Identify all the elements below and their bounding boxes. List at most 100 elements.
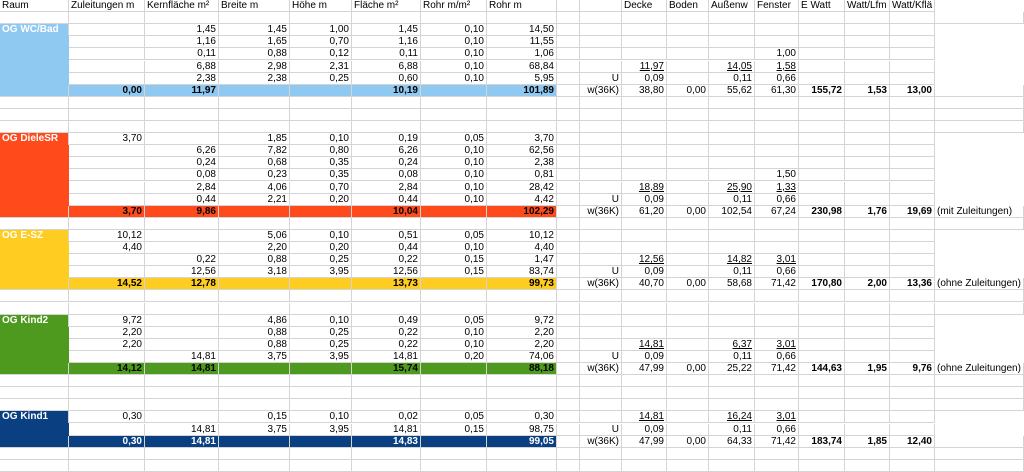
data-cell[interactable]	[667, 423, 709, 436]
empty-cell[interactable]	[557, 108, 580, 121]
empty-cell[interactable]	[890, 217, 935, 230]
data-cell[interactable]	[667, 157, 709, 170]
data-cell[interactable]	[845, 326, 890, 339]
empty-cell[interactable]	[219, 217, 290, 230]
total-cell[interactable]: 88,18	[487, 363, 557, 376]
data-cell[interactable]: 0,11	[352, 48, 421, 61]
data-cell[interactable]	[890, 254, 935, 267]
empty-cell[interactable]	[799, 375, 845, 388]
total-cell[interactable]: 102,54	[709, 205, 755, 218]
data-cell[interactable]	[755, 133, 799, 146]
total-note[interactable]: (ohne Zuleitungen)	[935, 278, 1024, 291]
empty-cell[interactable]	[709, 121, 755, 134]
data-cell[interactable]	[145, 314, 219, 327]
empty-cell[interactable]	[352, 217, 421, 230]
column-header[interactable]: Rohr m	[487, 0, 557, 13]
data-cell[interactable]	[799, 314, 845, 327]
data-cell[interactable]	[69, 266, 145, 279]
column-header[interactable]: Decke	[622, 0, 667, 13]
data-cell[interactable]	[890, 338, 935, 351]
data-cell[interactable]	[667, 133, 709, 146]
data-cell[interactable]: 0,19	[352, 133, 421, 146]
data-cell[interactable]: 0,25	[290, 338, 352, 351]
data-cell[interactable]	[667, 229, 709, 242]
empty-cell[interactable]	[421, 387, 487, 400]
empty-cell[interactable]	[290, 447, 352, 460]
data-cell[interactable]	[845, 350, 890, 363]
empty-cell[interactable]	[709, 447, 755, 460]
data-cell[interactable]	[890, 181, 935, 194]
empty-cell[interactable]	[69, 375, 145, 388]
empty-cell[interactable]	[755, 447, 799, 460]
empty-cell[interactable]	[622, 290, 667, 303]
data-cell[interactable]: 12,56	[352, 266, 421, 279]
empty-cell[interactable]	[667, 302, 709, 315]
data-cell[interactable]	[557, 326, 580, 339]
data-cell[interactable]	[557, 411, 580, 424]
empty-cell[interactable]	[557, 447, 580, 460]
data-cell[interactable]	[622, 169, 667, 182]
data-cell[interactable]: 62,56	[487, 145, 557, 158]
total-cell[interactable]: 38,80	[622, 84, 667, 97]
data-cell[interactable]	[580, 254, 622, 267]
data-cell[interactable]	[890, 423, 935, 436]
column-header[interactable]: Breite m	[219, 0, 290, 13]
empty-cell[interactable]	[487, 217, 557, 230]
data-cell[interactable]: 98,75	[487, 423, 557, 436]
empty-cell[interactable]	[557, 375, 580, 388]
data-cell[interactable]	[799, 350, 845, 363]
data-cell[interactable]: 0,22	[352, 326, 421, 339]
data-cell[interactable]	[580, 181, 622, 194]
empty-cell[interactable]	[667, 399, 709, 412]
total-cell[interactable]: 0,00	[667, 363, 709, 376]
data-cell[interactable]: 1,00	[755, 48, 799, 61]
data-cell[interactable]: 0,30	[487, 411, 557, 424]
data-cell[interactable]: 5,06	[219, 229, 290, 242]
data-cell[interactable]	[580, 326, 622, 339]
data-cell[interactable]	[890, 169, 935, 182]
data-cell[interactable]: 0,66	[755, 423, 799, 436]
empty-cell[interactable]	[709, 96, 755, 109]
total-cell[interactable]	[421, 278, 487, 291]
empty-cell[interactable]	[421, 121, 487, 134]
empty-cell[interactable]	[667, 108, 709, 121]
data-cell[interactable]	[667, 181, 709, 194]
data-cell[interactable]: 0,08	[352, 169, 421, 182]
data-cell[interactable]: 2,20	[69, 326, 145, 339]
data-cell[interactable]: 0,70	[290, 181, 352, 194]
data-cell[interactable]	[580, 338, 622, 351]
empty-cell[interactable]	[421, 96, 487, 109]
data-cell[interactable]	[69, 169, 145, 182]
data-cell[interactable]: 0,10	[421, 181, 487, 194]
empty-cell[interactable]	[845, 399, 890, 412]
empty-cell[interactable]	[799, 217, 845, 230]
data-cell[interactable]	[799, 24, 845, 37]
data-cell[interactable]: 1,16	[352, 36, 421, 49]
empty-cell[interactable]	[890, 447, 935, 460]
data-cell[interactable]: 0,05	[421, 314, 487, 327]
data-cell[interactable]	[667, 72, 709, 85]
empty-cell[interactable]	[755, 217, 799, 230]
total-cell[interactable]	[219, 205, 290, 218]
empty-cell[interactable]	[622, 302, 667, 315]
data-cell[interactable]	[667, 266, 709, 279]
data-cell[interactable]	[845, 423, 890, 436]
data-cell[interactable]: 0,10	[421, 145, 487, 158]
data-cell[interactable]: 1,45	[352, 24, 421, 37]
data-cell[interactable]	[845, 72, 890, 85]
data-cell[interactable]: 0,02	[352, 411, 421, 424]
empty-cell[interactable]	[487, 108, 557, 121]
data-cell[interactable]	[845, 181, 890, 194]
empty-cell[interactable]	[219, 96, 290, 109]
data-cell[interactable]: 1,85	[219, 133, 290, 146]
data-cell[interactable]	[799, 60, 845, 73]
empty-cell[interactable]	[421, 302, 487, 315]
empty-cell[interactable]	[219, 108, 290, 121]
empty-cell[interactable]	[290, 121, 352, 134]
data-cell[interactable]	[799, 266, 845, 279]
data-cell[interactable]	[799, 157, 845, 170]
data-cell[interactable]	[890, 229, 935, 242]
data-cell[interactable]	[580, 60, 622, 73]
total-cell[interactable]: 183,74	[799, 435, 845, 448]
